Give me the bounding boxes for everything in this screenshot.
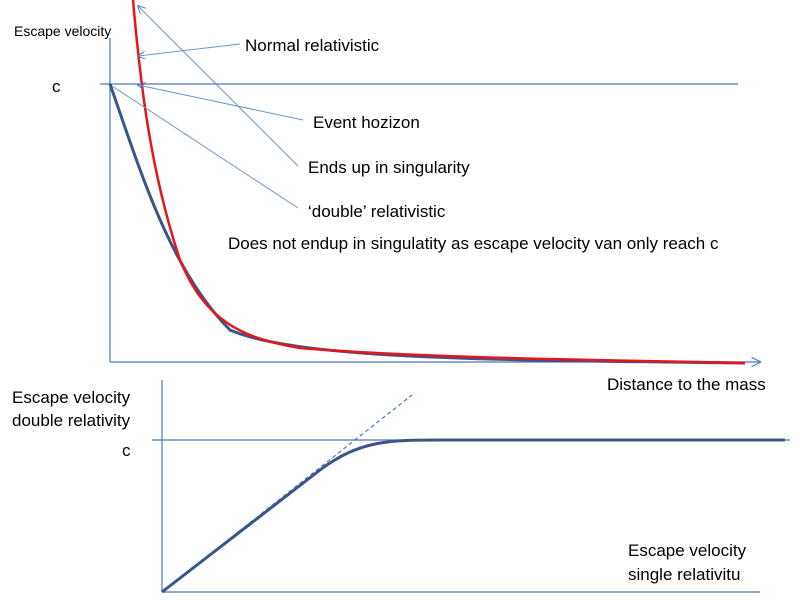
c-label: c xyxy=(122,441,131,460)
escape-curve xyxy=(161,438,785,594)
annotation: Normal relativistic xyxy=(245,36,380,55)
annotation-arrow xyxy=(138,85,304,121)
annotation-arrow xyxy=(138,43,241,56)
y-label: double relativity xyxy=(12,411,131,430)
normal-relativistic-curve xyxy=(131,0,746,365)
c-label: c xyxy=(52,77,61,96)
annotation-arrow xyxy=(138,6,299,167)
annotation: Ends up in singularity xyxy=(308,158,470,177)
double-relativistic-curve xyxy=(108,83,746,365)
annotation: ‘double’ relativistic xyxy=(308,202,446,221)
note: Does not endup in singulatity as escape … xyxy=(228,234,719,253)
annotation: Event hozizon xyxy=(313,113,420,132)
y-label: Escape velocity xyxy=(14,23,111,39)
x-label: single relativitu xyxy=(628,565,740,584)
x-label: Distance to the mass xyxy=(607,375,766,394)
annotation-line xyxy=(111,85,299,209)
x-label: Escape velocity xyxy=(628,541,747,560)
y-label: Escape velocity xyxy=(12,388,131,407)
